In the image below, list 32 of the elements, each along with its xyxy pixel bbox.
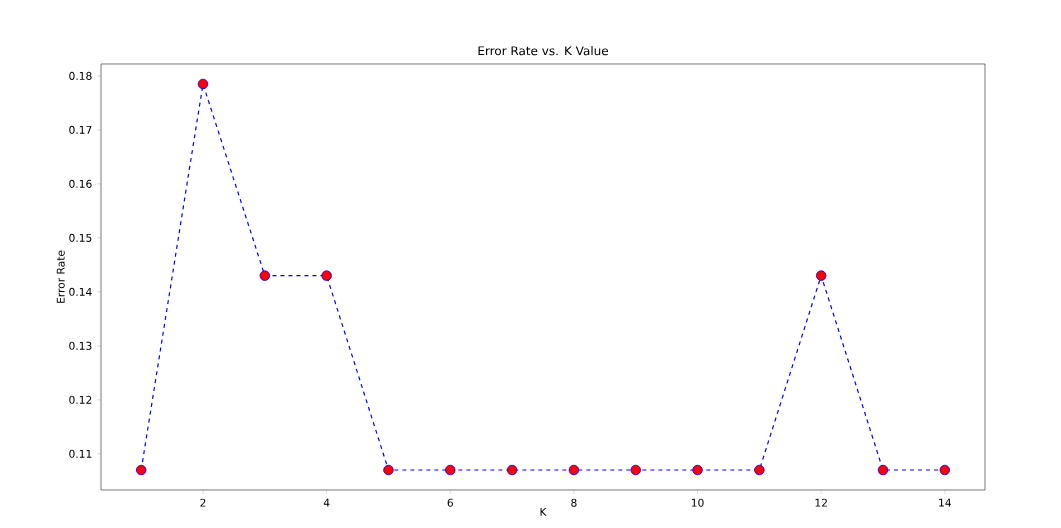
point <box>568 464 580 476</box>
x-axis-title: K <box>540 507 547 516</box>
x-tick-label: 2 <box>200 498 206 507</box>
point <box>135 464 147 476</box>
point <box>754 464 765 476</box>
point <box>506 464 518 476</box>
x-tick-label: 4 <box>323 498 330 507</box>
x-tick-label: 12 <box>815 498 827 507</box>
x-tick-label: 8 <box>571 498 577 507</box>
x-tick-label: 6 <box>447 498 453 507</box>
y-tick-label: 0.18 <box>69 71 92 80</box>
point <box>692 464 703 476</box>
y-tick-label: 0.16 <box>69 179 92 188</box>
y-tick-label: 0.14 <box>69 287 92 296</box>
y-tick-label: 0.13 <box>69 341 92 350</box>
point <box>877 464 889 476</box>
y-axis-title: Error Rate <box>56 250 65 303</box>
y-tick-label: 0.15 <box>69 233 92 242</box>
point <box>321 270 332 281</box>
y-tick-label: 0.17 <box>69 125 92 134</box>
chart-title: Error Rate vs. K Value <box>478 46 609 56</box>
y-tick-label: 0.11 <box>69 449 92 458</box>
point <box>259 270 271 281</box>
point <box>630 464 641 476</box>
x-tick-label: 10 <box>691 498 704 507</box>
point <box>197 78 209 90</box>
point <box>939 464 951 476</box>
point <box>383 464 394 476</box>
x-tick-label: 14 <box>939 498 951 507</box>
point <box>445 464 456 476</box>
point <box>815 270 827 281</box>
y-tick-label: 0.12 <box>69 395 92 404</box>
